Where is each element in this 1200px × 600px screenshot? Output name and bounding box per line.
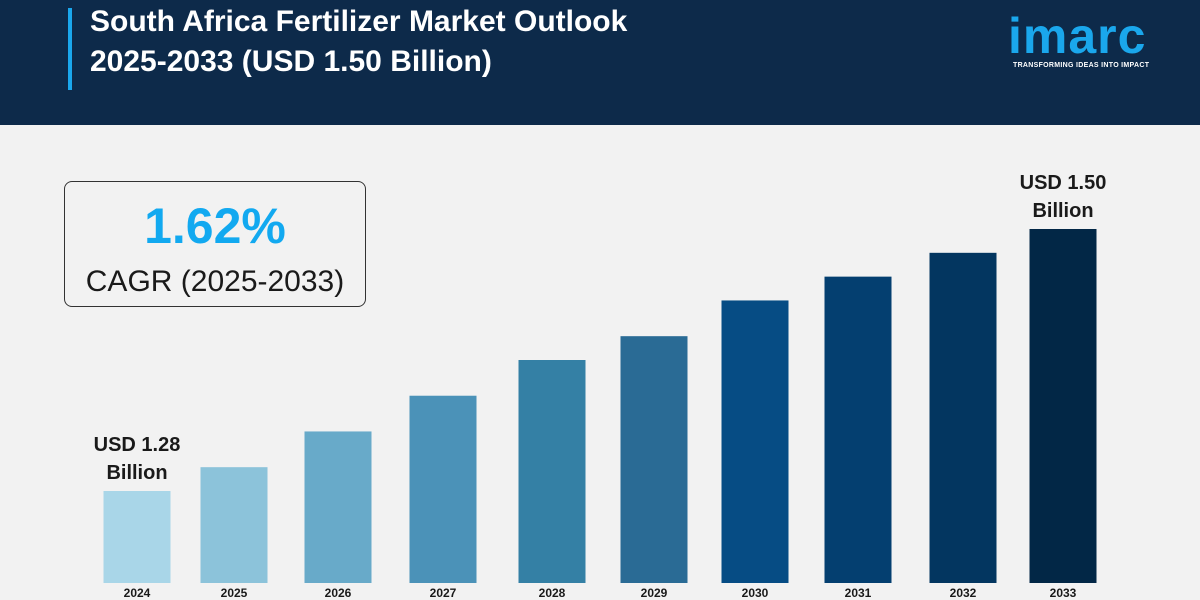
- title-line-1: South Africa Fertilizer Market Outlook: [90, 5, 628, 38]
- bar-2033: [1029, 229, 1097, 583]
- x-tick-label-2030: 2030: [742, 586, 769, 600]
- x-tick-label-2024: 2024: [124, 586, 151, 600]
- title-line-2: 2025-2033 (USD 1.50 Billion): [90, 45, 492, 78]
- bar-2028: [518, 360, 586, 583]
- logo-wordmark: imarc: [1008, 8, 1147, 64]
- x-tick-label-2032: 2032: [950, 586, 977, 600]
- cagr-callout: 1.62% CAGR (2025-2033): [64, 181, 366, 307]
- bar-2026: [304, 431, 372, 583]
- bar-2030: [721, 300, 789, 583]
- bar-2031: [824, 276, 892, 583]
- logo-tagline: TRANSFORMING IDEAS INTO IMPACT: [1013, 62, 1150, 69]
- header-banner: South Africa Fertilizer Market Outlook 2…: [0, 0, 1200, 125]
- data-label-2033-line-1: USD 1.50: [1020, 172, 1107, 194]
- imarc-logo: imarc TRANSFORMING IDEAS INTO IMPACT: [1008, 8, 1168, 78]
- data-label-2033-line-2: Billion: [1032, 200, 1093, 222]
- x-tick-label-2033: 2033: [1050, 586, 1077, 600]
- cagr-value: 1.62%: [144, 198, 286, 254]
- bar-2027: [409, 395, 477, 583]
- title-accent-bar: [68, 8, 72, 90]
- x-tick-label-2028: 2028: [539, 586, 566, 600]
- x-tick-label-2029: 2029: [641, 586, 668, 600]
- x-tick-label-2025: 2025: [221, 586, 248, 600]
- bar-2025: [200, 467, 268, 583]
- bar-2024: [103, 491, 171, 583]
- data-label-2024-line-1: USD 1.28: [94, 434, 181, 456]
- x-tick-label-2026: 2026: [325, 586, 352, 600]
- cagr-label: CAGR (2025-2033): [85, 265, 345, 298]
- market-bar-chart: 2024 2025 2026 2027 2028 2029 2030 2031 2032 2033…: [94, 172, 1107, 600]
- x-tick-label-2031: 2031: [845, 586, 872, 600]
- x-tick-label-2027: 2027: [430, 586, 457, 600]
- data-label-2024-line-2: Billion: [106, 462, 167, 484]
- page-title: South Africa Fertilizer Market Outlook 2…: [90, 2, 627, 82]
- bar-2032: [929, 252, 997, 583]
- bar-2029: [620, 336, 688, 583]
